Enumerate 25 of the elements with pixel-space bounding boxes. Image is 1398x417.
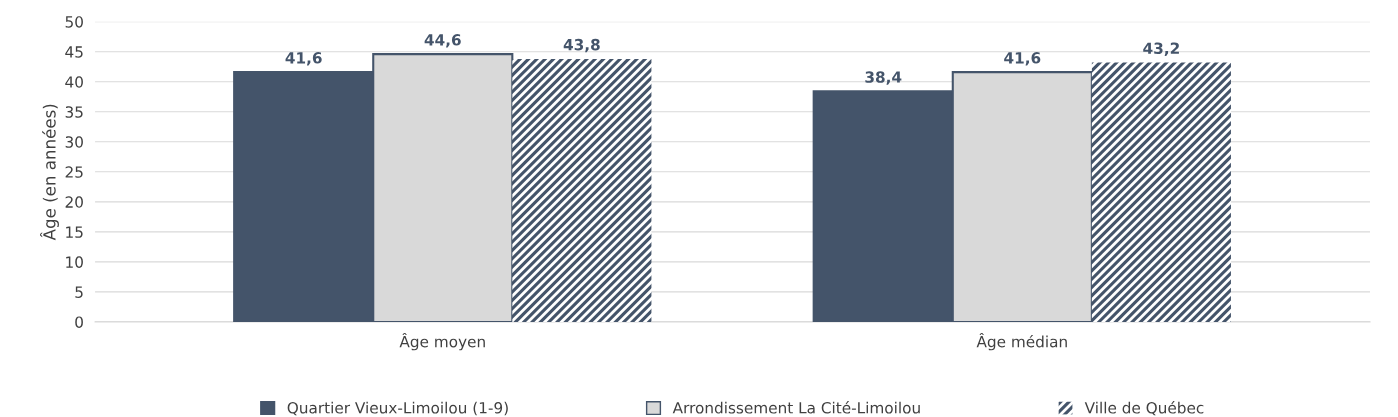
y-tick-label: 0	[75, 316, 83, 328]
data-label: 41,6	[1004, 52, 1041, 66]
bar	[1091, 62, 1231, 322]
y-tick-label: 50	[65, 16, 83, 28]
y-tick-label: 35	[65, 106, 83, 118]
data-label: 43,2	[1143, 42, 1179, 56]
x-tick-label: Âge moyen	[399, 333, 485, 351]
data-label: 38,4	[865, 71, 902, 85]
y-tick-label: 25	[65, 166, 83, 178]
data-label: 44,6	[424, 34, 461, 48]
legend-label: Ville de Québec	[1084, 401, 1204, 416]
y-tick-label: 5	[75, 286, 83, 298]
y-tick-label: 40	[65, 76, 83, 88]
y-axis-title: Âge (en années)	[40, 104, 59, 241]
y-tick-label: 45	[65, 46, 83, 58]
x-tick-label: Âge médian	[976, 333, 1067, 351]
data-label: 43,8	[563, 38, 600, 53]
legend-label: Quartier Vieux-Limoilou (1-9)	[287, 401, 508, 416]
y-tick-label: 15	[66, 226, 83, 238]
bar	[512, 58, 652, 322]
y-tick-label: 20	[65, 196, 83, 208]
legend-label: Arrondissement La Cité-Limoilou	[672, 401, 920, 414]
data-label: 41,6	[285, 52, 322, 66]
y-tick-label: 10	[66, 256, 83, 268]
y-tick-label: 30	[65, 136, 83, 148]
